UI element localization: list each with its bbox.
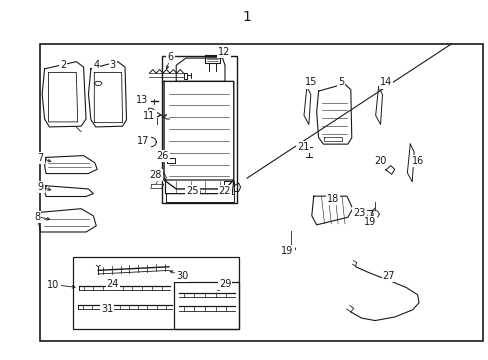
Text: 14: 14 (379, 77, 391, 87)
Text: 26: 26 (156, 150, 168, 161)
Text: 27: 27 (382, 271, 394, 281)
Text: 6: 6 (167, 52, 173, 62)
Text: 3: 3 (110, 59, 116, 69)
FancyBboxPatch shape (40, 44, 483, 341)
Text: 29: 29 (218, 279, 231, 289)
Text: 13: 13 (136, 95, 148, 105)
Text: 21: 21 (296, 142, 308, 152)
Text: 7: 7 (38, 153, 44, 163)
Text: 31: 31 (101, 304, 113, 314)
Text: 28: 28 (149, 170, 162, 180)
Text: 22: 22 (218, 186, 231, 196)
Text: 8: 8 (34, 212, 40, 221)
Text: 24: 24 (106, 279, 119, 289)
Text: 15: 15 (305, 77, 317, 87)
Text: 18: 18 (326, 194, 339, 204)
Text: 5: 5 (337, 77, 344, 87)
Text: 12: 12 (217, 46, 230, 57)
Text: 1: 1 (242, 10, 251, 24)
Text: 4: 4 (93, 59, 99, 69)
Text: 19: 19 (281, 246, 293, 256)
Text: 20: 20 (373, 156, 386, 166)
Text: 10: 10 (47, 280, 60, 290)
Text: 25: 25 (186, 186, 198, 196)
Text: 16: 16 (411, 156, 424, 166)
Text: 30: 30 (176, 271, 188, 281)
Text: 11: 11 (143, 111, 155, 121)
Text: 23: 23 (353, 208, 365, 218)
Text: 2: 2 (60, 59, 66, 69)
Text: 9: 9 (38, 182, 43, 192)
Text: 19: 19 (363, 217, 375, 227)
Text: 17: 17 (137, 136, 149, 146)
